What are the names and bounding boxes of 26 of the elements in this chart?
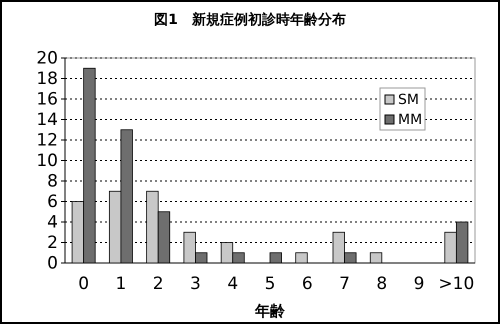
legend-label: SM <box>398 92 419 108</box>
y-tick-label: 0 <box>47 253 58 274</box>
y-tick-label: 2 <box>47 232 58 253</box>
x-tick-label: 9 <box>414 274 425 294</box>
x-tick-label: >10 <box>438 274 474 294</box>
y-tick-label: 12 <box>36 130 58 150</box>
y-tick-label: 10 <box>36 150 58 171</box>
x-tick-label: 2 <box>152 274 164 294</box>
legend-label: MM <box>398 112 422 128</box>
x-tick-label: 8 <box>376 274 388 294</box>
x-tick-label: 4 <box>227 274 238 294</box>
y-tick-label: 16 <box>36 89 58 110</box>
y-tick-label: 6 <box>47 192 58 212</box>
x-tick-label: 3 <box>190 274 201 294</box>
y-tick-label: 4 <box>47 212 58 232</box>
chart-title: 図1 新規症例初診時年齢分布 <box>154 11 346 28</box>
x-axis-title: 年齢 <box>254 302 286 320</box>
y-tick-label: 8 <box>47 171 58 192</box>
x-tick-label: 6 <box>302 274 313 294</box>
y-tick-label: 14 <box>36 110 58 130</box>
y-tick-label: 18 <box>36 68 58 89</box>
x-tick-label: 0 <box>78 274 90 294</box>
y-tick-label: 20 <box>36 48 58 68</box>
x-tick-label: 1 <box>115 274 126 294</box>
x-tick-label: 5 <box>264 274 276 294</box>
x-tick-label: 7 <box>339 274 350 294</box>
